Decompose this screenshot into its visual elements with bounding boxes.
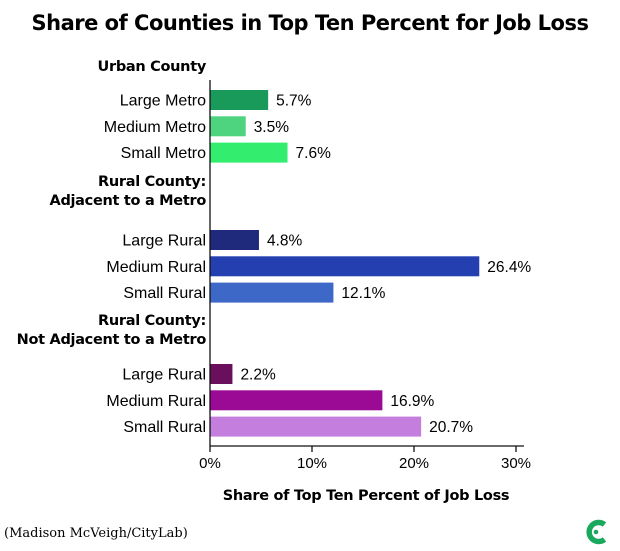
category-label: Medium Metro	[104, 119, 206, 136]
x-tick-label: 0%	[199, 455, 221, 472]
bar	[210, 416, 422, 437]
data-label: 20.7%	[429, 419, 473, 436]
bar	[210, 116, 246, 137]
bar	[210, 364, 233, 384]
group-label: Rural County: Not Adjacent to a Metro	[17, 313, 207, 348]
category-label: Large Rural	[122, 367, 206, 384]
x-axis-label: Share of Top Ten Percent of Job Loss	[223, 488, 510, 504]
bar	[210, 142, 288, 163]
data-label: 7.6%	[296, 145, 332, 162]
category-label: Small Rural	[123, 419, 206, 436]
x-tick-label: 10%	[297, 455, 327, 472]
bar	[210, 230, 259, 250]
x-tick-label: 30%	[501, 455, 531, 472]
x-axis-ticks: 0% 10% 20% 30%	[199, 446, 531, 472]
bar	[210, 282, 334, 303]
group-label: Urban County	[98, 59, 207, 75]
data-label: 26.4%	[487, 259, 531, 276]
bar	[210, 90, 269, 110]
citylab-logo-icon	[586, 519, 607, 545]
category-label: Small Metro	[121, 145, 206, 162]
chart-bars: Large Metro 5.7% Medium Metro 3.5% Small Met…	[104, 90, 531, 437]
data-label: 16.9%	[390, 393, 434, 410]
data-label: 12.1%	[341, 285, 385, 302]
photo-credit: (Madison McVeigh/CityLab)	[4, 526, 188, 541]
category-label: Large Metro	[120, 93, 206, 110]
chart-groups: Urban County Rural County: Adjacent to a M…	[17, 59, 207, 348]
category-label: Large Rural	[122, 233, 206, 250]
chart-title: Share of Counties in Top Ten Percent for…	[32, 11, 589, 35]
x-tick-label: 20%	[399, 455, 429, 472]
group-label: Rural County: Adjacent to a Metro	[50, 174, 207, 209]
data-label: 3.5%	[254, 119, 290, 136]
data-label: 2.2%	[240, 367, 276, 384]
category-label: Medium Rural	[106, 259, 206, 276]
data-label: 5.7%	[276, 93, 312, 110]
category-label: Small Rural	[123, 285, 206, 302]
bar	[210, 256, 480, 277]
data-label: 4.8%	[267, 233, 303, 250]
category-label: Medium Rural	[106, 393, 206, 410]
bar	[210, 390, 383, 411]
